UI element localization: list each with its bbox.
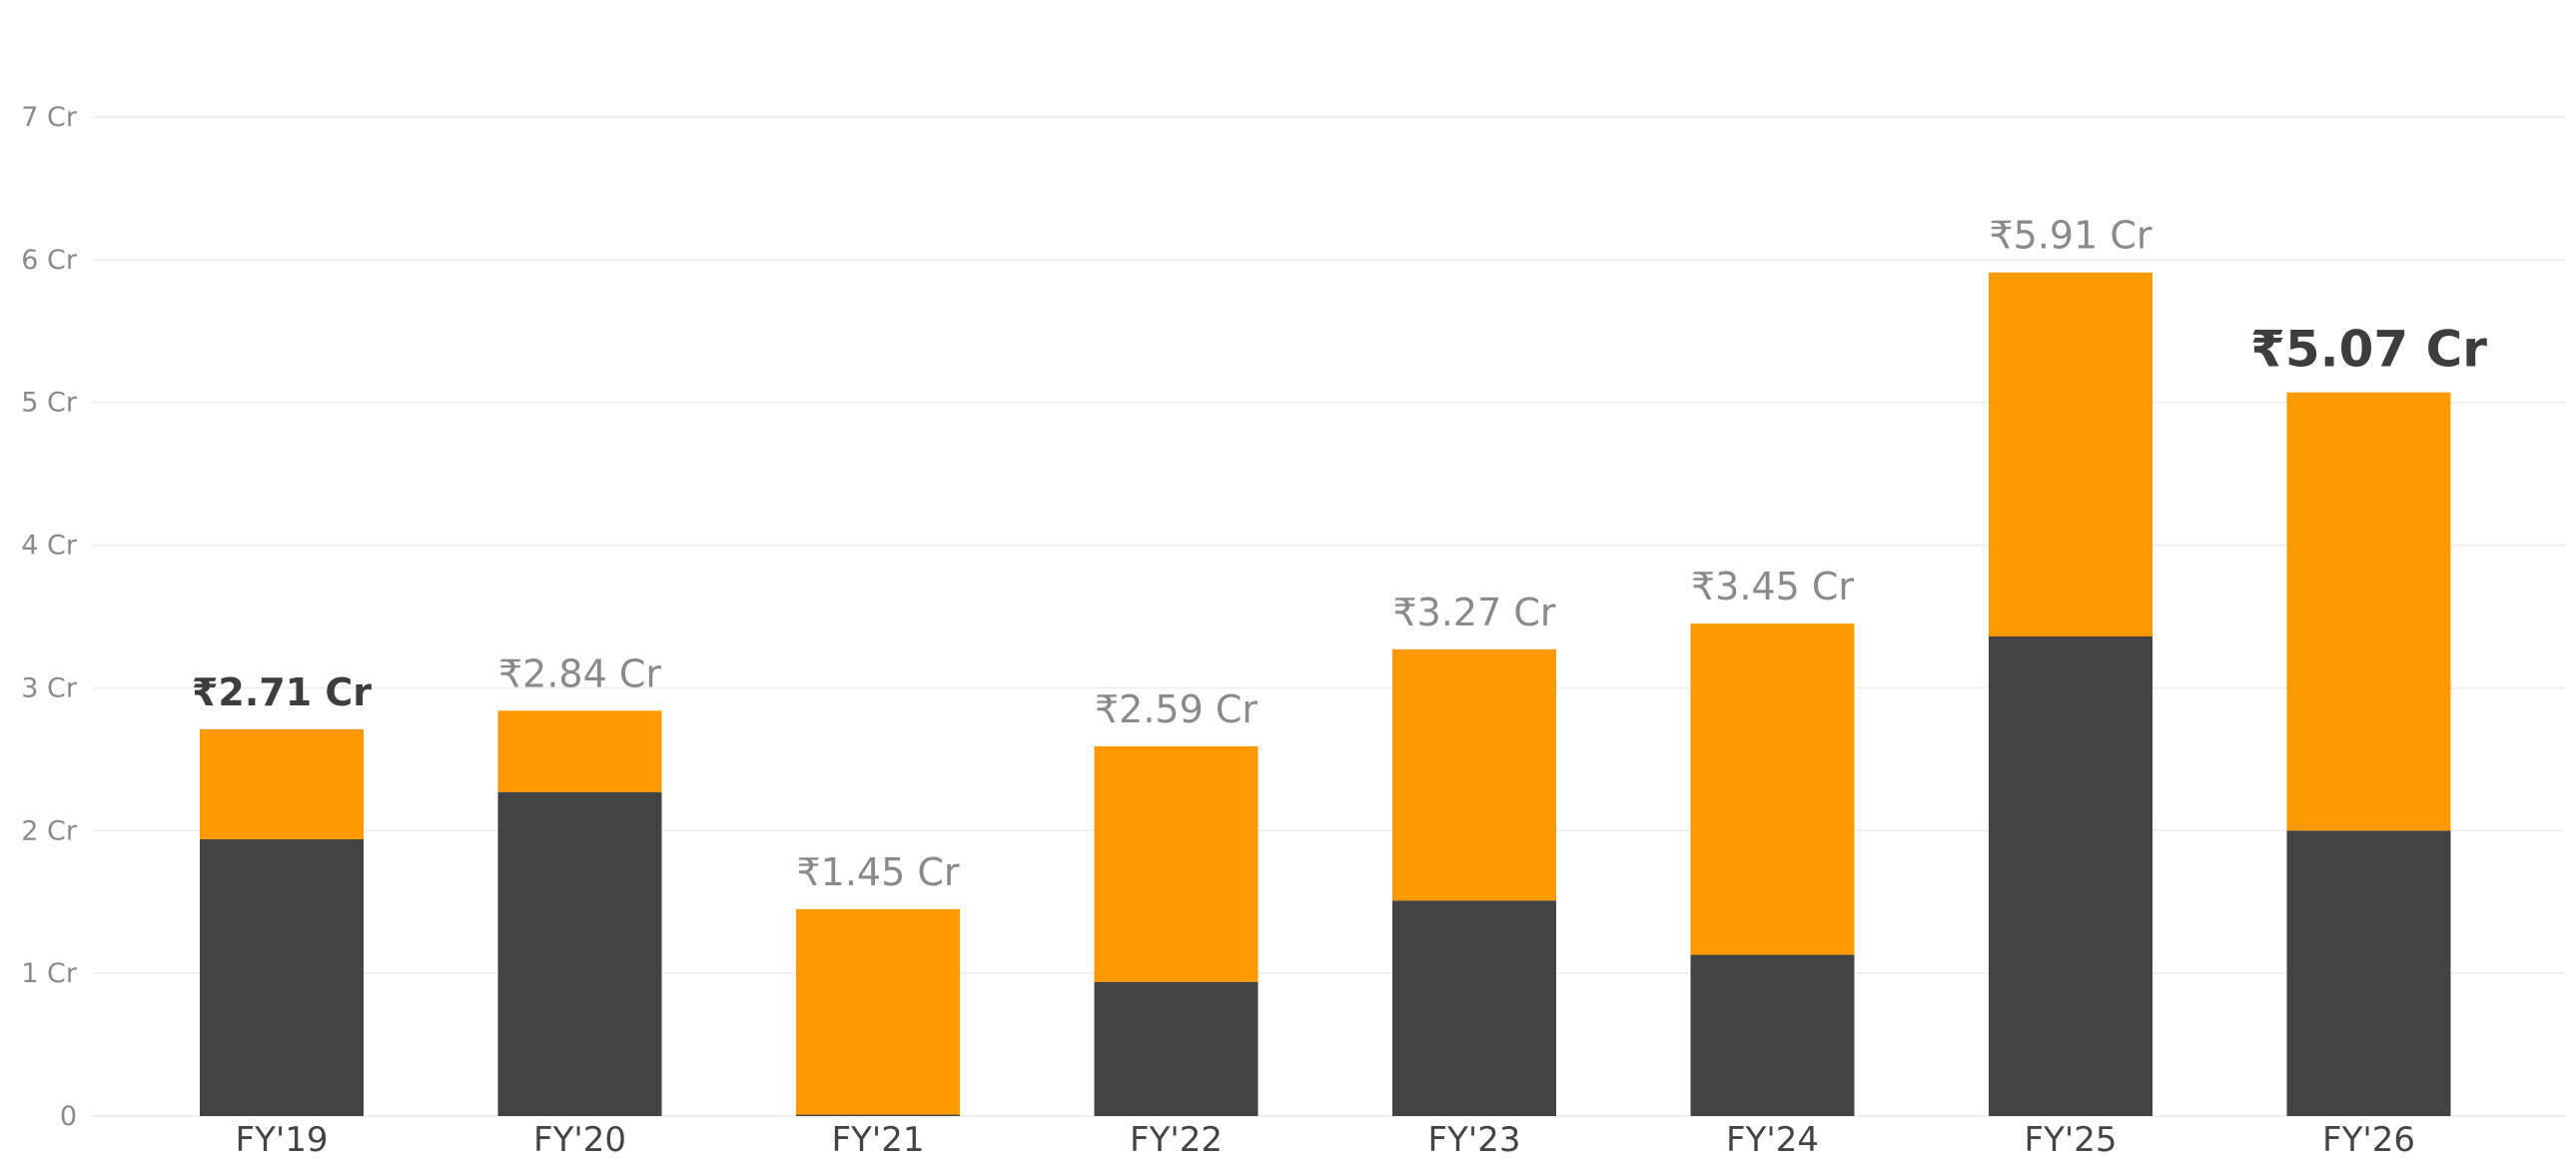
bar-segment-bottom <box>497 791 662 1116</box>
bar-segment-bottom <box>1392 900 1556 1116</box>
bar-segment-bottom <box>796 1114 960 1116</box>
x-tick-label: FY'25 <box>2025 1120 2118 1160</box>
total-value-label: ₹2.71 Cr <box>192 670 372 714</box>
y-tick-label: 6 Cr <box>21 245 78 276</box>
x-tick-label: FY'23 <box>1428 1120 1521 1160</box>
total-value-label: ₹2.59 Cr <box>1095 687 1258 731</box>
y-tick-label: 5 Cr <box>21 388 78 419</box>
bar-segment-top <box>1989 272 2152 636</box>
x-tick-label: FY'19 <box>236 1120 329 1160</box>
total-value-label: ₹3.27 Cr <box>1392 590 1555 634</box>
y-tick-label: 0 <box>60 1101 77 1132</box>
x-tick-label: FY'22 <box>1130 1120 1223 1160</box>
x-tick-label: FY'24 <box>1726 1120 1819 1160</box>
x-axis-ticks: FY'19 FY'20 FY'21 FY'22 FY'23 FY'24 FY'25 FY'26 <box>236 1120 2415 1160</box>
bar-segment-bottom <box>1094 981 1259 1116</box>
bar-segment-bottom <box>1690 954 1855 1116</box>
total-value-label: ₹1.45 Cr <box>796 850 959 894</box>
x-tick-label: FY'20 <box>533 1120 626 1160</box>
bar-segment-top <box>2286 392 2451 831</box>
gridlines <box>92 116 2565 1117</box>
bars <box>200 272 2451 1116</box>
x-tick-label: FY'21 <box>832 1120 925 1160</box>
bar-segment-bottom <box>200 838 364 1116</box>
bar-segment-top <box>200 728 364 839</box>
bar-segment-top <box>1690 623 1855 955</box>
total-value-label: ₹2.84 Cr <box>498 651 661 695</box>
y-axis-ticks: 0 1 Cr 2 Cr 3 Cr 4 Cr 5 Cr 6 Cr 7 Cr <box>21 102 78 1132</box>
x-tick-label: FY'26 <box>2322 1120 2415 1160</box>
total-value-label: ₹5.07 Cr <box>2250 321 2487 379</box>
bar-segment-top <box>1094 746 1259 982</box>
bar-segment-bottom <box>1989 636 2152 1116</box>
bar-segment-bottom <box>2286 830 2451 1116</box>
total-labels: ₹2.71 Cr ₹2.84 Cr ₹1.45 Cr ₹2.59 Cr ₹3.27 Cr… <box>192 214 2487 894</box>
y-tick-label: 3 Cr <box>21 672 78 703</box>
bar-segment-top <box>497 710 662 792</box>
y-tick-label: 2 Cr <box>21 815 78 846</box>
total-value-label: ₹3.45 Cr <box>1691 565 1854 608</box>
y-tick-label: 7 Cr <box>21 102 78 133</box>
y-tick-label: 1 Cr <box>21 958 78 989</box>
y-tick-label: 4 Cr <box>21 531 78 562</box>
bar-segment-top <box>1392 648 1556 901</box>
total-value-label: ₹5.91 Cr <box>1989 214 2151 258</box>
bar-segment-top <box>796 908 960 1115</box>
